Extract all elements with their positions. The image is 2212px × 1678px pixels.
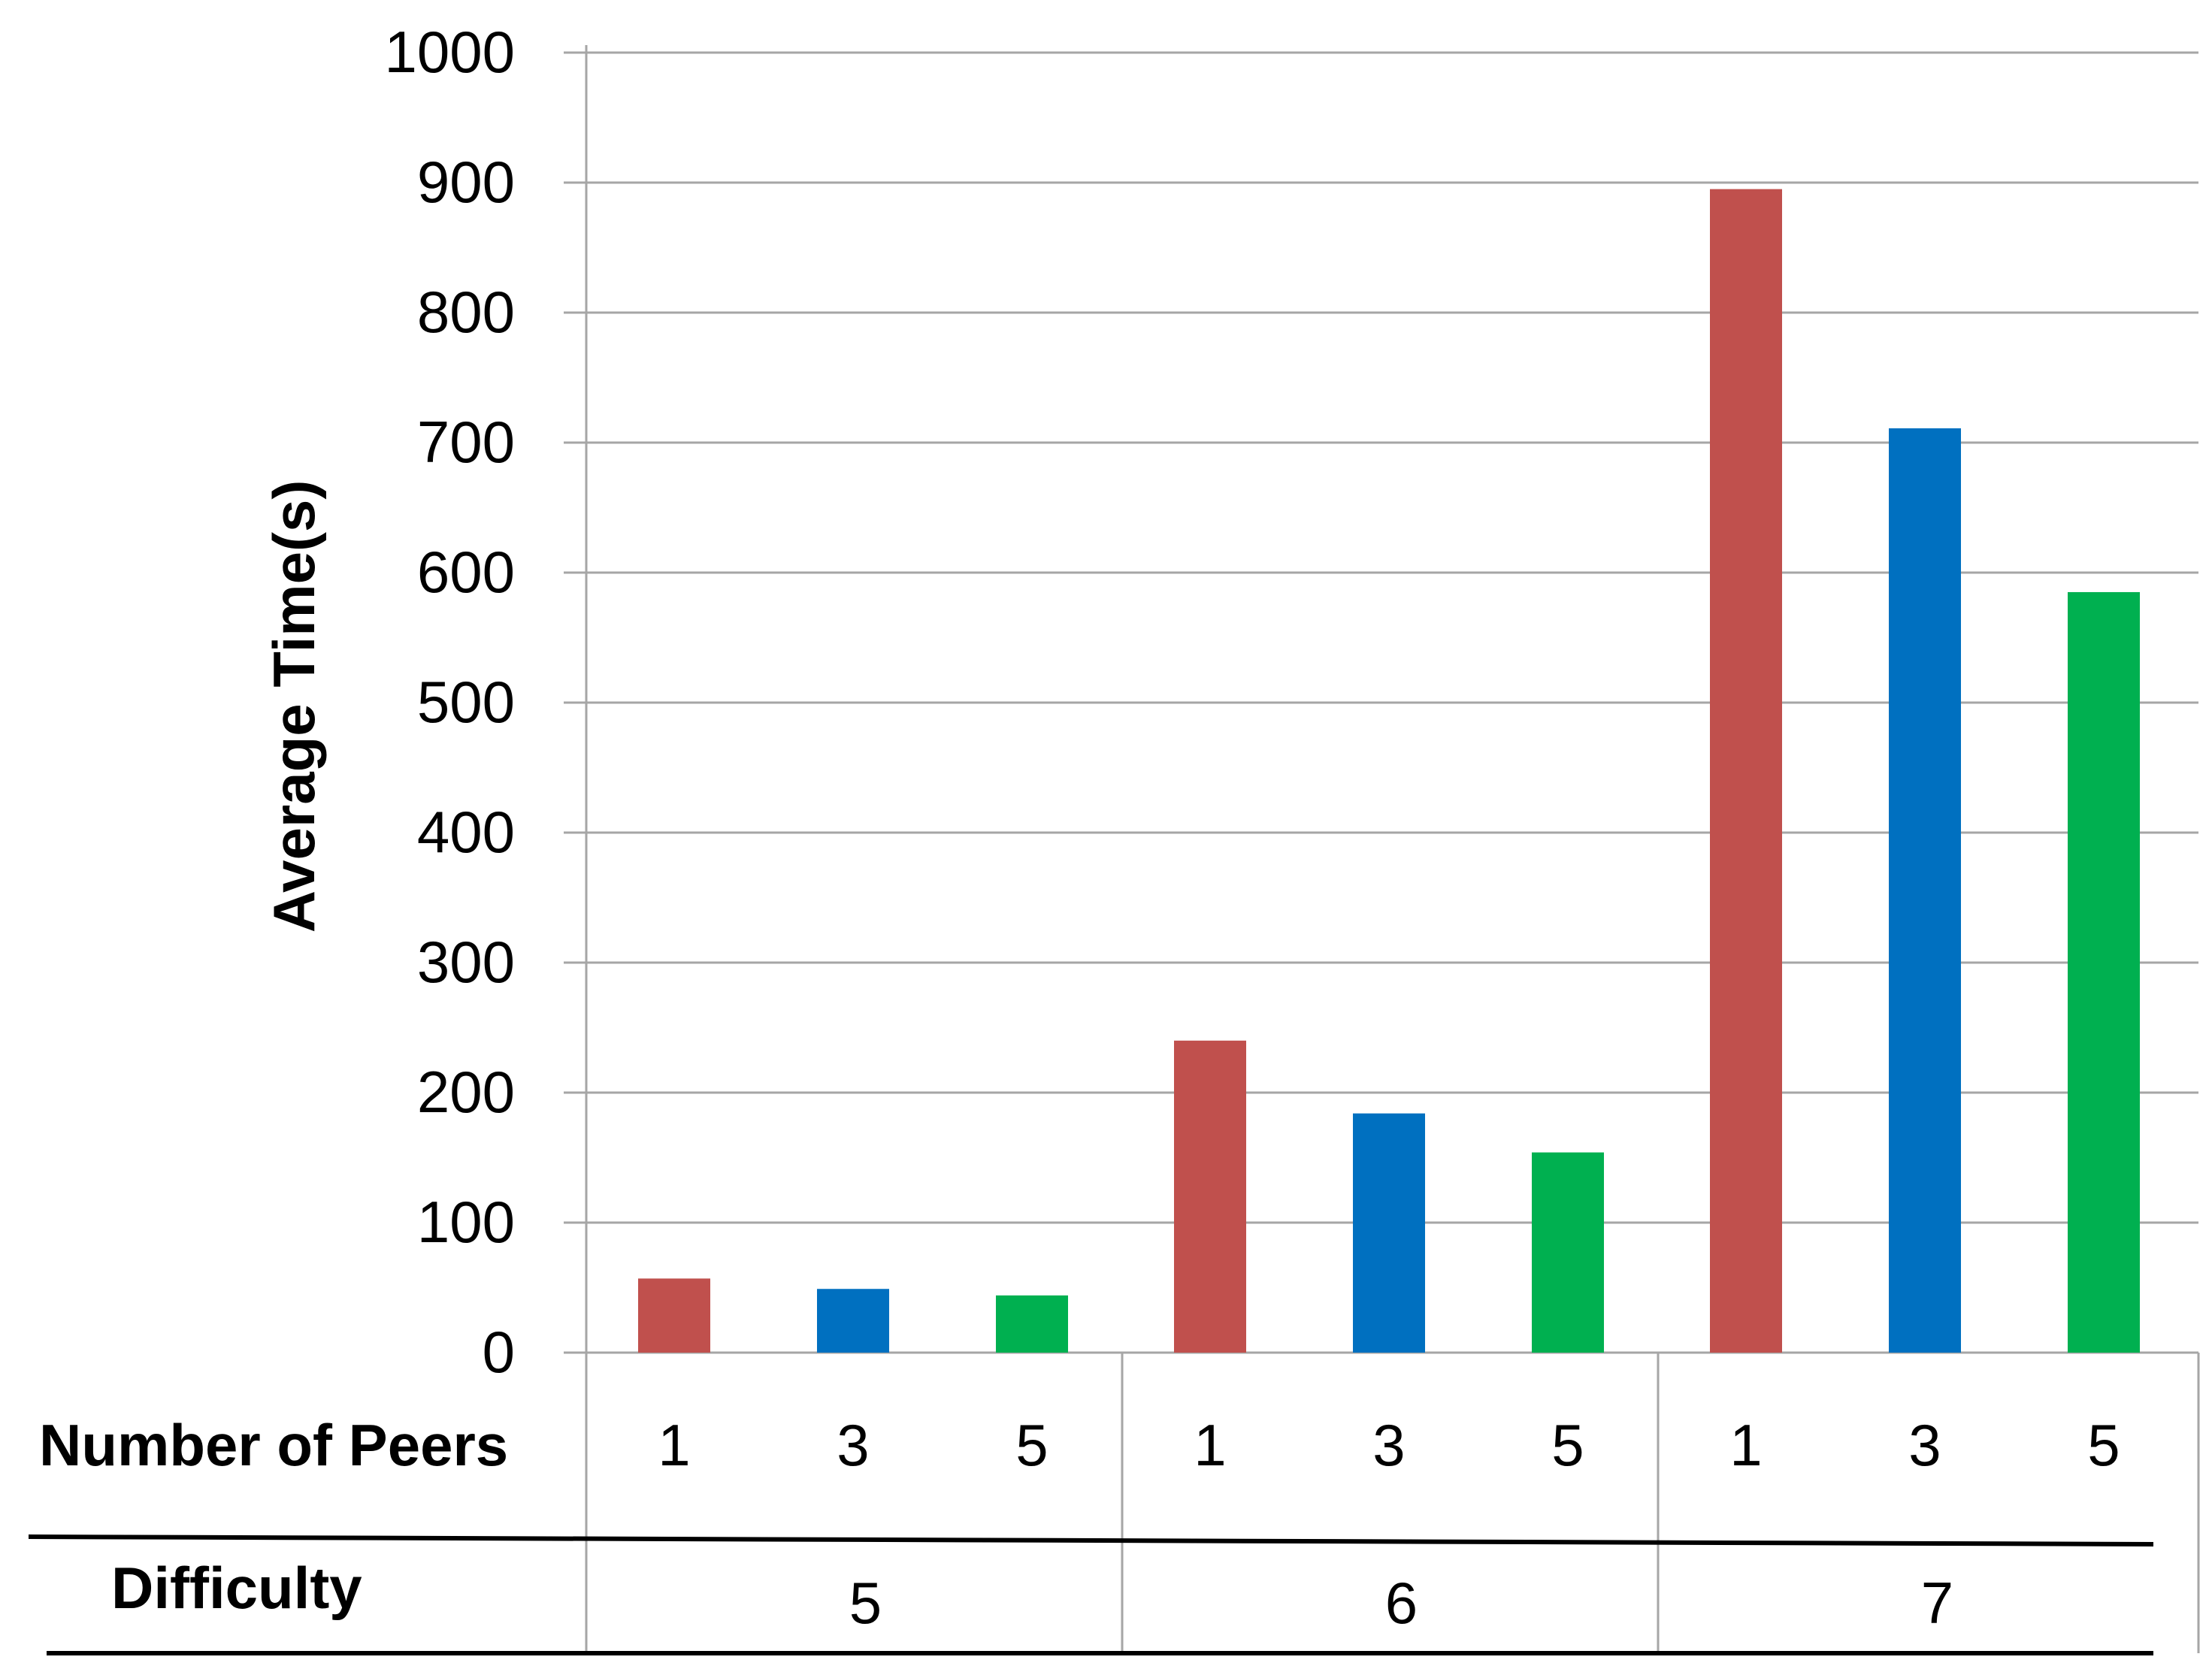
y-tick-label: 500 xyxy=(417,669,515,735)
bar xyxy=(1532,1152,1604,1353)
peers-category-label: 5 xyxy=(1015,1412,1048,1478)
difficulty-category-label: 7 xyxy=(1921,1570,1953,1636)
peers-category-label: 1 xyxy=(1194,1412,1226,1478)
y-tick-label: 400 xyxy=(417,799,515,865)
bar xyxy=(1353,1113,1425,1353)
difficulty-row-header: Difficulty xyxy=(111,1555,362,1621)
y-tick-label: 700 xyxy=(417,409,515,475)
peers-category-label: 3 xyxy=(1372,1412,1405,1478)
y-tick-label: 900 xyxy=(417,149,515,215)
bars xyxy=(638,189,2140,1353)
peers-row-header: Number of Peers xyxy=(39,1412,508,1478)
table-rule-middle xyxy=(28,1534,2154,1546)
peers-category-label: 1 xyxy=(1729,1412,1762,1478)
difficulty-category-label: 6 xyxy=(1385,1570,1418,1636)
peers-category-label: 1 xyxy=(658,1412,690,1478)
bar xyxy=(1710,189,1782,1353)
difficulty-category-label: 5 xyxy=(849,1570,882,1636)
bar xyxy=(996,1295,1068,1353)
bar xyxy=(638,1278,710,1353)
y-tick-label: 600 xyxy=(417,539,515,605)
bar xyxy=(1889,428,1961,1353)
category-table: 1 3 5 5 1 3 5 6 1 3 5 7 xyxy=(28,1353,2200,1655)
bar xyxy=(817,1289,889,1353)
peers-category-label: 5 xyxy=(1551,1412,1584,1478)
y-tick-label: 800 xyxy=(417,279,515,345)
y-axis-ticks: 0 100 200 300 400 500 600 700 800 900 1000 xyxy=(384,19,515,1385)
bar xyxy=(1174,1040,1246,1353)
y-tick-label: 1000 xyxy=(384,19,515,85)
y-tick-label: 0 xyxy=(483,1319,515,1385)
y-tick-label: 300 xyxy=(417,929,515,995)
y-tick-label: 200 xyxy=(417,1059,515,1125)
peers-category-label: 5 xyxy=(2087,1412,2120,1478)
bar xyxy=(2068,591,2140,1353)
y-tick-label: 100 xyxy=(417,1189,515,1255)
peers-category-label: 3 xyxy=(1908,1412,1941,1478)
y-axis-title: Average Time(s) xyxy=(261,480,327,933)
peers-category-label: 3 xyxy=(837,1412,869,1478)
